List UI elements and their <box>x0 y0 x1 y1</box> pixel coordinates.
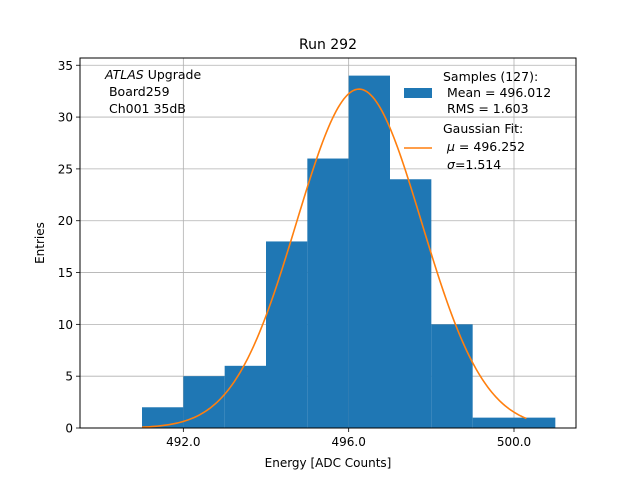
legend-sigma-value: =1.514 <box>455 157 501 172</box>
y-axis-ticks: 0 5 10 15 20 25 30 35 <box>58 59 80 436</box>
legend-mu-value: = 496.252 <box>455 139 525 154</box>
legend-swatch-samples <box>404 88 432 98</box>
histogram-bar-6 <box>390 179 432 428</box>
annotation-line-1: ATLAS Upgrade <box>104 67 201 82</box>
y-tick-label-7: 35 <box>58 59 73 73</box>
histogram-bar-8 <box>472 417 514 428</box>
annotation-line-3: Ch001 35dB <box>105 101 186 116</box>
legend-samples-mean: Mean = 496.012 <box>443 85 551 100</box>
y-tick-label-5: 25 <box>58 162 73 176</box>
y-tick-label-3: 15 <box>58 266 73 280</box>
y-axis-label: Entries <box>33 222 47 264</box>
legend-samples-rms: RMS = 1.603 <box>443 101 529 116</box>
x-tick-label-0: 492.0 <box>166 435 200 449</box>
y-tick-label-6: 30 <box>58 111 73 125</box>
y-tick-label-1: 5 <box>65 370 73 384</box>
legend-samples-title: Samples (127): <box>443 69 538 84</box>
annotation-line-2: Board259 <box>105 84 170 99</box>
histogram-bar-5 <box>348 75 390 428</box>
chart-title: Run 292 <box>299 37 357 53</box>
x-axis-ticks: 492.0 496.0 500.0 <box>166 428 531 449</box>
histogram-bar-0 <box>142 407 184 428</box>
histogram-bar-3 <box>266 241 308 428</box>
plot-frame <box>79 57 577 429</box>
histogram-bar-7 <box>431 324 473 428</box>
histogram-bar-2 <box>224 365 266 428</box>
histogram-bar-9 <box>514 417 556 428</box>
y-tick-label-4: 20 <box>58 214 73 228</box>
legend: Samples (127): Mean = 496.012 RMS = 1.60… <box>404 69 551 172</box>
legend-mu-symbol: μ <box>446 139 455 154</box>
x-tick-label-1: 496.0 <box>331 435 365 449</box>
atlas-annotation: ATLAS Upgrade Board259 Ch001 35dB <box>104 67 201 116</box>
annotation-atlas-word: ATLAS <box>104 67 144 82</box>
legend-fit-mu: μ = 496.252 <box>446 139 525 154</box>
x-axis-label: Energy [ADC Counts] <box>265 456 392 470</box>
x-tick-label-2: 500.0 <box>497 435 531 449</box>
histogram-bar-1 <box>183 376 225 428</box>
legend-fit-sigma: σ=1.514 <box>447 157 501 172</box>
histogram-bar-4 <box>307 158 349 428</box>
gaussian-fit-curve <box>141 88 527 428</box>
y-tick-label-0: 0 <box>65 422 73 436</box>
annotation-upgrade-word: Upgrade <box>144 67 202 82</box>
legend-sigma-symbol: σ <box>447 157 456 172</box>
y-tick-label-2: 10 <box>58 318 73 332</box>
histogram-bars <box>142 75 556 428</box>
legend-fit-title: Gaussian Fit: <box>443 121 523 136</box>
